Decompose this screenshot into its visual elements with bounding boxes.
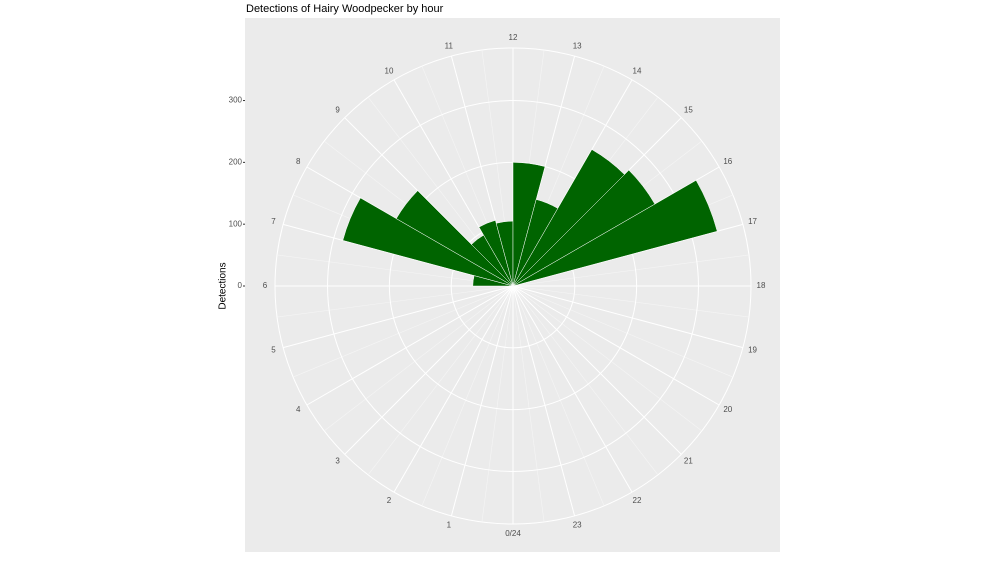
spoke [512, 285, 633, 493]
minor-spoke [512, 285, 545, 523]
minor-spoke [323, 285, 514, 432]
spoke [512, 285, 720, 406]
spoke [344, 285, 514, 455]
bar [342, 197, 514, 287]
y-tick-label: 0 [238, 281, 243, 290]
x-tick-label: 14 [633, 66, 642, 75]
minor-spoke [481, 285, 514, 523]
minor-spoke [512, 285, 733, 378]
x-tick-label: 16 [723, 157, 732, 166]
x-tick-label: 0/24 [505, 529, 521, 538]
x-tick-label: 3 [335, 456, 340, 465]
x-tick-label: 13 [573, 42, 582, 51]
minor-spoke [421, 285, 514, 506]
x-tick-label: 20 [723, 405, 732, 414]
y-tick-label: 300 [229, 96, 243, 105]
bar [395, 190, 514, 287]
x-tick-label: 8 [296, 157, 301, 166]
x-tick-label: 6 [263, 281, 268, 290]
x-tick-label: 15 [684, 106, 693, 115]
spoke [393, 285, 514, 493]
x-tick-label: 19 [748, 345, 757, 354]
spoke [512, 285, 744, 349]
x-tick-label: 7 [271, 217, 276, 226]
x-tick-label: 21 [684, 456, 693, 465]
spoke [512, 285, 576, 517]
x-tick-label: 11 [445, 42, 454, 51]
x-tick-label: 5 [271, 345, 276, 354]
x-tick-label: 2 [387, 496, 392, 505]
minor-spoke [512, 285, 659, 476]
minor-spoke [512, 285, 750, 318]
y-axis-label: Detections [218, 262, 229, 309]
x-tick-label: 12 [509, 33, 518, 42]
x-tick-label: 4 [296, 405, 301, 414]
x-tick-label: 22 [633, 496, 642, 505]
bar [478, 220, 514, 287]
x-tick-label: 10 [385, 66, 394, 75]
chart-title: Detections of Hairy Woodpecker by hour [246, 3, 444, 15]
x-tick-label: 1 [447, 521, 452, 530]
x-tick-label: 23 [573, 521, 582, 530]
minor-spoke [512, 285, 703, 432]
spoke [512, 285, 682, 455]
x-tick-label: 17 [748, 217, 757, 226]
spoke [306, 285, 514, 406]
minor-spoke [512, 254, 750, 287]
spoke [282, 285, 514, 349]
x-tick-label: 18 [757, 281, 766, 290]
y-tick-label: 100 [229, 219, 243, 228]
bar [512, 179, 718, 287]
minor-spoke [367, 285, 514, 476]
y-tick-label: 200 [229, 157, 243, 166]
minor-spoke [512, 285, 605, 506]
bar [512, 162, 546, 287]
x-tick-label: 9 [335, 106, 340, 115]
minor-spoke [276, 285, 514, 318]
spoke [450, 285, 514, 517]
minor-spoke [293, 285, 514, 378]
